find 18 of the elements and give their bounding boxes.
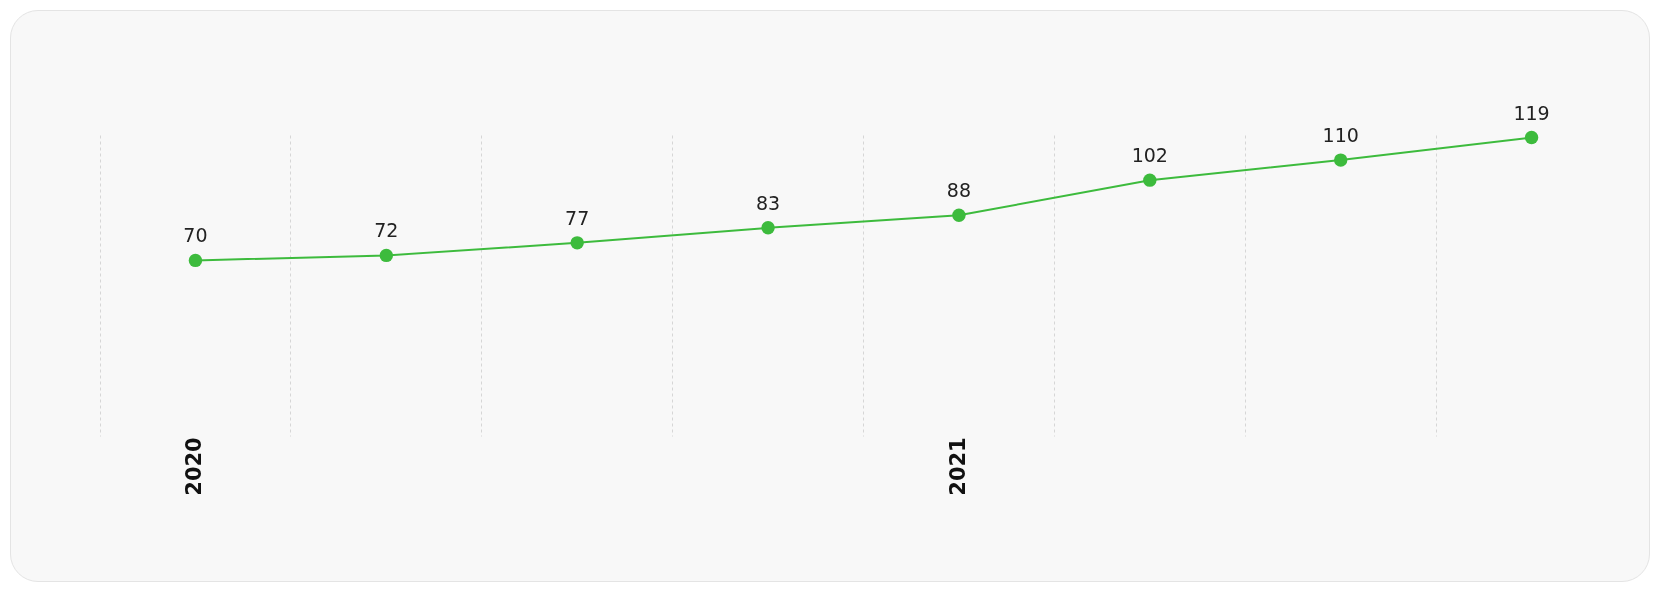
- data-label: 70: [183, 224, 208, 247]
- data-label: 77: [565, 206, 590, 229]
- data-label: 88: [946, 179, 972, 202]
- x-tick-label: 2021: [945, 437, 970, 496]
- point: [379, 248, 394, 263]
- point: [1333, 153, 1348, 167]
- data-label: 72: [374, 219, 399, 242]
- data-label: 83: [755, 191, 781, 214]
- point: [1143, 173, 1157, 187]
- point: [761, 221, 775, 235]
- data-label: 119: [1513, 101, 1550, 124]
- x-tick-label: 2020: [182, 437, 207, 496]
- point: [188, 253, 203, 268]
- point: [1524, 130, 1539, 145]
- point: [570, 236, 584, 250]
- point: [952, 208, 966, 222]
- data-label: 110: [1322, 124, 1359, 147]
- data-label: 102: [1131, 144, 1168, 167]
